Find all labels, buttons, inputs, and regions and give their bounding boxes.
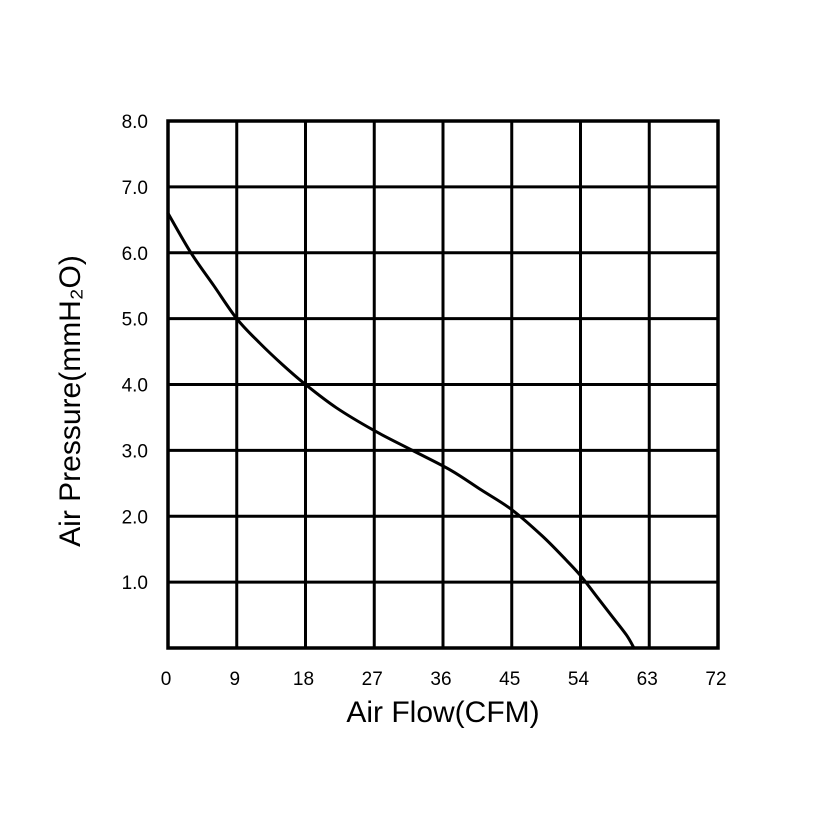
x-tick-label: 45 <box>499 669 520 690</box>
x-tick-label: 27 <box>362 669 383 690</box>
y-tick-label: 8.0 <box>122 112 148 133</box>
y-tick-label: 3.0 <box>122 441 148 462</box>
y-axis-ticks: 1.0 2.0 3.0 4.0 5.0 6.0 7.0 8.0 <box>122 112 148 594</box>
y-tick-label: 2.0 <box>122 507 148 528</box>
y-tick-label: 1.0 <box>122 573 148 594</box>
y-tick-label: 7.0 <box>122 178 148 199</box>
x-tick-label: 36 <box>430 669 451 690</box>
x-axis-title: Air Flow(CFM) <box>346 696 539 729</box>
y-tick-label: 6.0 <box>122 244 148 265</box>
x-tick-label: 63 <box>637 669 658 690</box>
x-tick-label: 18 <box>293 669 314 690</box>
y-axis-title: Air Pressure(mmH₂O) <box>54 255 87 547</box>
y-tick-label: 5.0 <box>122 310 148 331</box>
x-tick-label: 72 <box>705 669 726 690</box>
grid <box>166 119 720 650</box>
x-tick-label: 0 <box>161 669 172 690</box>
x-tick-label: 9 <box>229 669 240 690</box>
y-tick-label: 4.0 <box>122 376 148 397</box>
plot-frame <box>166 119 720 650</box>
x-axis-ticks: 0 9 18 27 36 45 54 63 72 <box>161 669 727 690</box>
series-line <box>166 211 636 650</box>
x-tick-label: 54 <box>568 669 590 690</box>
plot-area <box>166 211 636 650</box>
